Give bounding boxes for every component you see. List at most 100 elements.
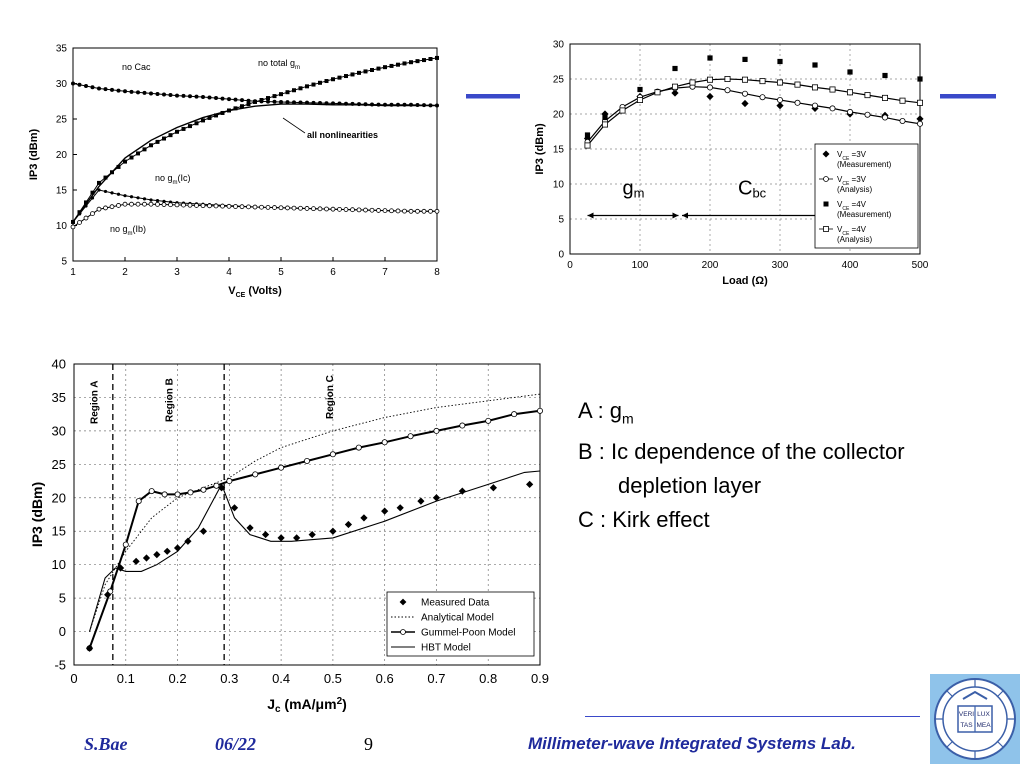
series-marker	[337, 206, 342, 212]
series-marker	[369, 207, 375, 213]
data-point	[536, 407, 543, 414]
data-point	[199, 527, 208, 535]
series-marker	[318, 80, 322, 85]
series-marker	[142, 197, 147, 201]
annotation-arrow	[282, 117, 306, 134]
data-point	[252, 471, 259, 478]
data-point	[811, 102, 818, 109]
footer-lab-name: Millimeter-wave Integrated Systems Lab.	[528, 734, 856, 753]
footer-date: 06/22	[215, 734, 257, 754]
annotation-no-cac: no Cac	[122, 62, 151, 72]
series-marker	[285, 90, 290, 95]
series-marker	[188, 94, 192, 99]
footer-divider	[585, 716, 920, 717]
series-marker	[71, 220, 75, 224]
series-marker	[428, 57, 433, 62]
data-point	[303, 457, 310, 464]
data-point	[329, 451, 336, 458]
series-line	[587, 78, 921, 146]
annotation-no-gm-ic: no gm(Ic)	[155, 173, 191, 186]
series-marker	[246, 102, 251, 107]
series-marker	[383, 65, 387, 70]
series-marker	[259, 204, 264, 210]
y-tick-label: 15	[52, 524, 66, 539]
y-tick-label: 10	[52, 557, 66, 572]
series-marker	[201, 118, 205, 123]
series-marker	[363, 207, 368, 213]
series-marker	[272, 94, 277, 99]
x-tick-label: 0.3	[220, 671, 238, 686]
series-marker	[84, 83, 88, 88]
note-c: C : Kirk effect	[578, 507, 710, 533]
data-point	[261, 530, 270, 539]
series-marker	[129, 155, 134, 160]
y-tick-label: 20	[56, 150, 68, 161]
y-tick-label: 25	[553, 75, 565, 86]
series-marker	[207, 115, 212, 120]
series-marker	[155, 139, 160, 144]
data-point	[230, 504, 239, 512]
series-marker	[194, 203, 199, 208]
series-marker	[129, 89, 134, 94]
series-marker	[220, 96, 225, 101]
series-marker	[246, 204, 251, 210]
data-point	[759, 94, 766, 101]
series-line	[72, 57, 438, 223]
x-tick-label: 500	[912, 260, 929, 271]
x-tick-label: 2	[122, 267, 128, 278]
x-tick-label: 100	[632, 260, 649, 271]
data-point	[671, 89, 679, 97]
series-marker	[77, 212, 82, 216]
data-point	[917, 76, 923, 82]
series-marker	[123, 194, 127, 198]
data-point	[226, 478, 233, 485]
data-point	[742, 56, 748, 62]
x-tick-label: 5	[278, 267, 284, 278]
series-marker	[252, 204, 258, 210]
series-marker	[253, 99, 257, 104]
data-point	[355, 444, 362, 451]
series-marker	[168, 133, 173, 138]
data-point	[724, 76, 731, 83]
series-marker	[278, 205, 284, 211]
series-marker	[136, 196, 140, 200]
series-marker	[266, 96, 270, 101]
data-point	[759, 78, 766, 85]
series-marker	[142, 147, 147, 152]
x-tick-label: 200	[702, 260, 719, 271]
series-marker	[84, 204, 88, 208]
series-marker	[265, 204, 271, 210]
data-point	[122, 541, 129, 548]
legend-entry: VCE =3V	[837, 150, 867, 162]
x-tick-label: 300	[772, 260, 789, 271]
decorative-bar-left	[466, 94, 520, 99]
series-group	[584, 83, 923, 146]
note-b-continued: depletion layer	[618, 473, 762, 499]
series-marker	[396, 62, 400, 67]
series-line-analytical	[89, 393, 541, 632]
data-point	[217, 484, 226, 492]
series-marker	[148, 201, 154, 207]
y-axis-label: IP3 (dBm)	[28, 128, 40, 180]
x-axis-label: Load (Ω)	[722, 275, 768, 287]
data-point	[200, 486, 207, 493]
y-tick-label: 35	[52, 390, 66, 405]
y-tick-label: 0	[59, 624, 66, 639]
series-marker	[90, 190, 95, 195]
series-marker	[402, 61, 407, 66]
data-point	[794, 81, 801, 88]
series-marker	[155, 201, 160, 207]
data-point	[246, 524, 254, 532]
series-marker	[96, 206, 102, 212]
data-point	[329, 527, 337, 535]
series-marker	[343, 207, 349, 212]
logo-text-veri: VERI	[959, 711, 974, 718]
data-point	[293, 534, 301, 542]
y-tick-label: 15	[553, 145, 565, 156]
footer-page-number: 9	[364, 734, 373, 754]
series-marker	[331, 77, 335, 82]
series-marker	[279, 92, 283, 97]
series-marker	[291, 205, 297, 211]
data-point	[654, 89, 661, 96]
series-marker	[84, 200, 88, 205]
